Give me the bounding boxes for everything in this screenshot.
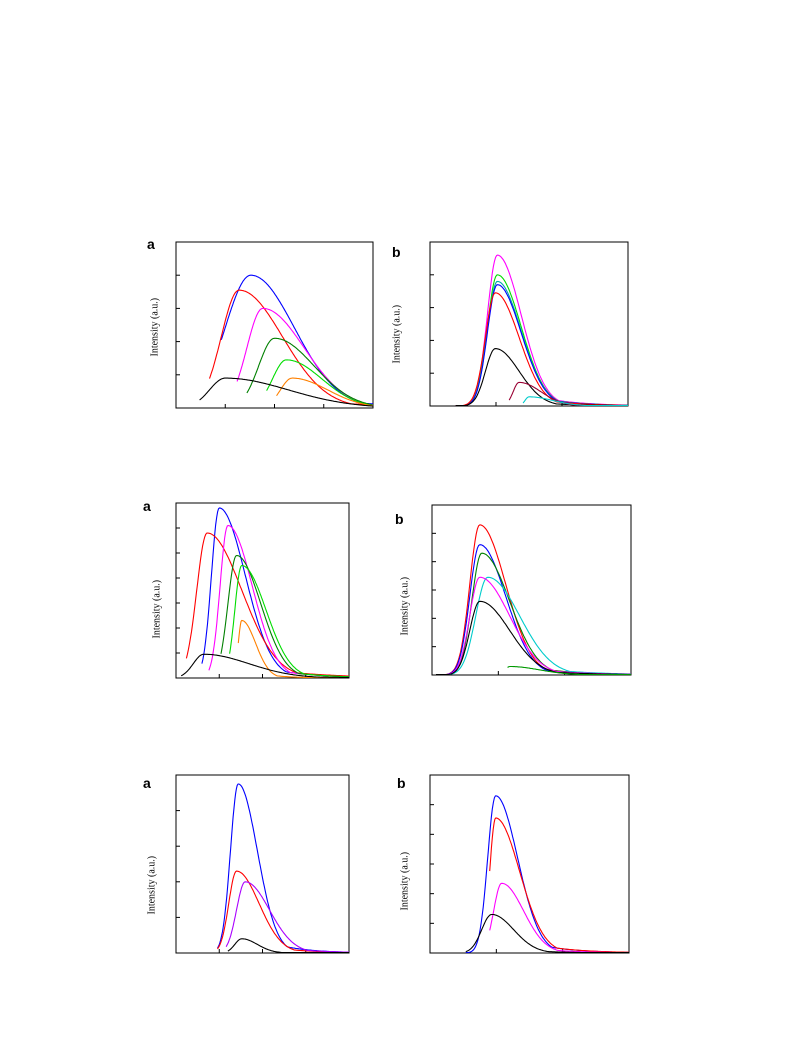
panel-label-1b: b bbox=[392, 244, 401, 260]
series-line-4 bbox=[465, 913, 629, 954]
series-line-1 bbox=[220, 274, 374, 405]
series-line-2 bbox=[217, 870, 350, 953]
series-line-1 bbox=[217, 783, 349, 953]
series-line-6 bbox=[436, 600, 631, 676]
panel-label-3b: b bbox=[397, 775, 406, 791]
series-line-5 bbox=[229, 564, 349, 678]
series-line-6 bbox=[455, 348, 628, 407]
plot-frame bbox=[175, 502, 350, 679]
series-line-2 bbox=[208, 289, 373, 406]
series-line-6 bbox=[237, 619, 349, 679]
series-line-3 bbox=[455, 280, 628, 407]
y-axis-label-1b: Intensity (a.u.) bbox=[391, 304, 403, 364]
series-line-3 bbox=[489, 882, 629, 954]
panel-label-2b: b bbox=[395, 511, 404, 527]
series-line-7 bbox=[507, 665, 631, 676]
y-axis-label-3a: Intensity (a.u.) bbox=[146, 855, 158, 915]
series-line-4 bbox=[227, 938, 349, 954]
plot-frame bbox=[175, 774, 350, 954]
series-line-7 bbox=[180, 653, 349, 678]
series-line-5 bbox=[266, 359, 374, 407]
y-axis-label-2a: Intensity (a.u.) bbox=[151, 579, 163, 639]
y-axis-label-2b: Intensity (a.u.) bbox=[399, 576, 411, 636]
series-line-1 bbox=[436, 524, 631, 676]
series-line-6 bbox=[276, 377, 374, 407]
y-axis-label-3b: Intensity (a.u.) bbox=[399, 851, 411, 911]
plot-frame bbox=[175, 241, 374, 409]
series-line-4 bbox=[455, 284, 628, 407]
panel-label-3a: a bbox=[143, 775, 151, 791]
series-line-3 bbox=[208, 524, 349, 678]
series-line-8 bbox=[522, 396, 628, 407]
series-line-2 bbox=[185, 532, 349, 677]
series-line-3 bbox=[225, 881, 349, 953]
series-line-4 bbox=[220, 554, 349, 678]
series-line-2 bbox=[489, 817, 630, 953]
series-line-5 bbox=[455, 292, 628, 407]
series-line-7 bbox=[199, 377, 374, 407]
plot-frame bbox=[429, 241, 629, 407]
panel-label-1a: a bbox=[147, 236, 155, 252]
plot-frame bbox=[429, 774, 630, 954]
series-line-4 bbox=[246, 337, 374, 406]
panel-label-2a: a bbox=[143, 498, 151, 514]
series-line-1 bbox=[201, 507, 350, 678]
y-axis-label-1a: Intensity (a.u.) bbox=[149, 297, 161, 357]
